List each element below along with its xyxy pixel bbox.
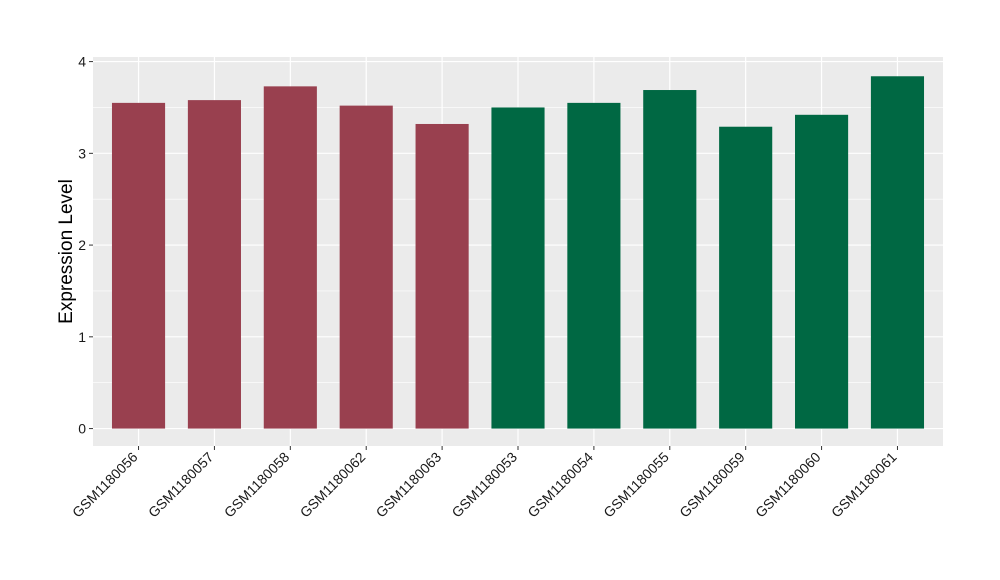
x-tick-label: GSM1180059 bbox=[676, 449, 748, 521]
bar-GSM1180061 bbox=[870, 76, 925, 429]
bar-GSM1180058 bbox=[263, 86, 317, 429]
bar-GSM1180053 bbox=[491, 107, 545, 429]
bar-GSM1180054 bbox=[567, 102, 621, 429]
x-tick-label: GSM1180062 bbox=[297, 449, 369, 521]
x-tick-label: GSM1180053 bbox=[448, 449, 520, 521]
x-tick-label: GSM1180056 bbox=[69, 449, 141, 521]
x-tick-label: GSM1180057 bbox=[145, 449, 217, 521]
bar-GSM1180063 bbox=[415, 123, 469, 429]
x-tick-label: GSM1180063 bbox=[373, 449, 445, 521]
y-axis-title: Expression Level bbox=[56, 179, 77, 324]
x-tick-label: GSM1180054 bbox=[524, 449, 596, 521]
y-tick-label: 0 bbox=[78, 421, 86, 437]
bar-GSM1180060 bbox=[795, 114, 849, 429]
x-tick-label: GSM1180058 bbox=[221, 449, 293, 521]
x-axis: GSM1180056 GSM1180057 GSM1180058 GSM1180062… bbox=[69, 446, 900, 520]
bar-GSM1180056 bbox=[111, 102, 166, 429]
y-tick-label: 2 bbox=[78, 237, 86, 253]
x-tick-label: GSM1180055 bbox=[600, 449, 672, 521]
bar-GSM1180059 bbox=[719, 126, 773, 429]
bar-GSM1180057 bbox=[187, 100, 241, 429]
y-tick-label: 4 bbox=[78, 54, 86, 70]
x-tick-label: GSM1180060 bbox=[752, 449, 824, 521]
y-tick-label: 1 bbox=[78, 329, 86, 345]
y-tick-label: 3 bbox=[78, 145, 86, 161]
bar-GSM1180055 bbox=[643, 90, 697, 429]
bars bbox=[111, 76, 925, 429]
y-axis: 0 1 2 3 4 bbox=[78, 54, 93, 437]
x-tick-label: GSM1180061 bbox=[828, 449, 900, 521]
bar-GSM1180062 bbox=[339, 105, 393, 429]
